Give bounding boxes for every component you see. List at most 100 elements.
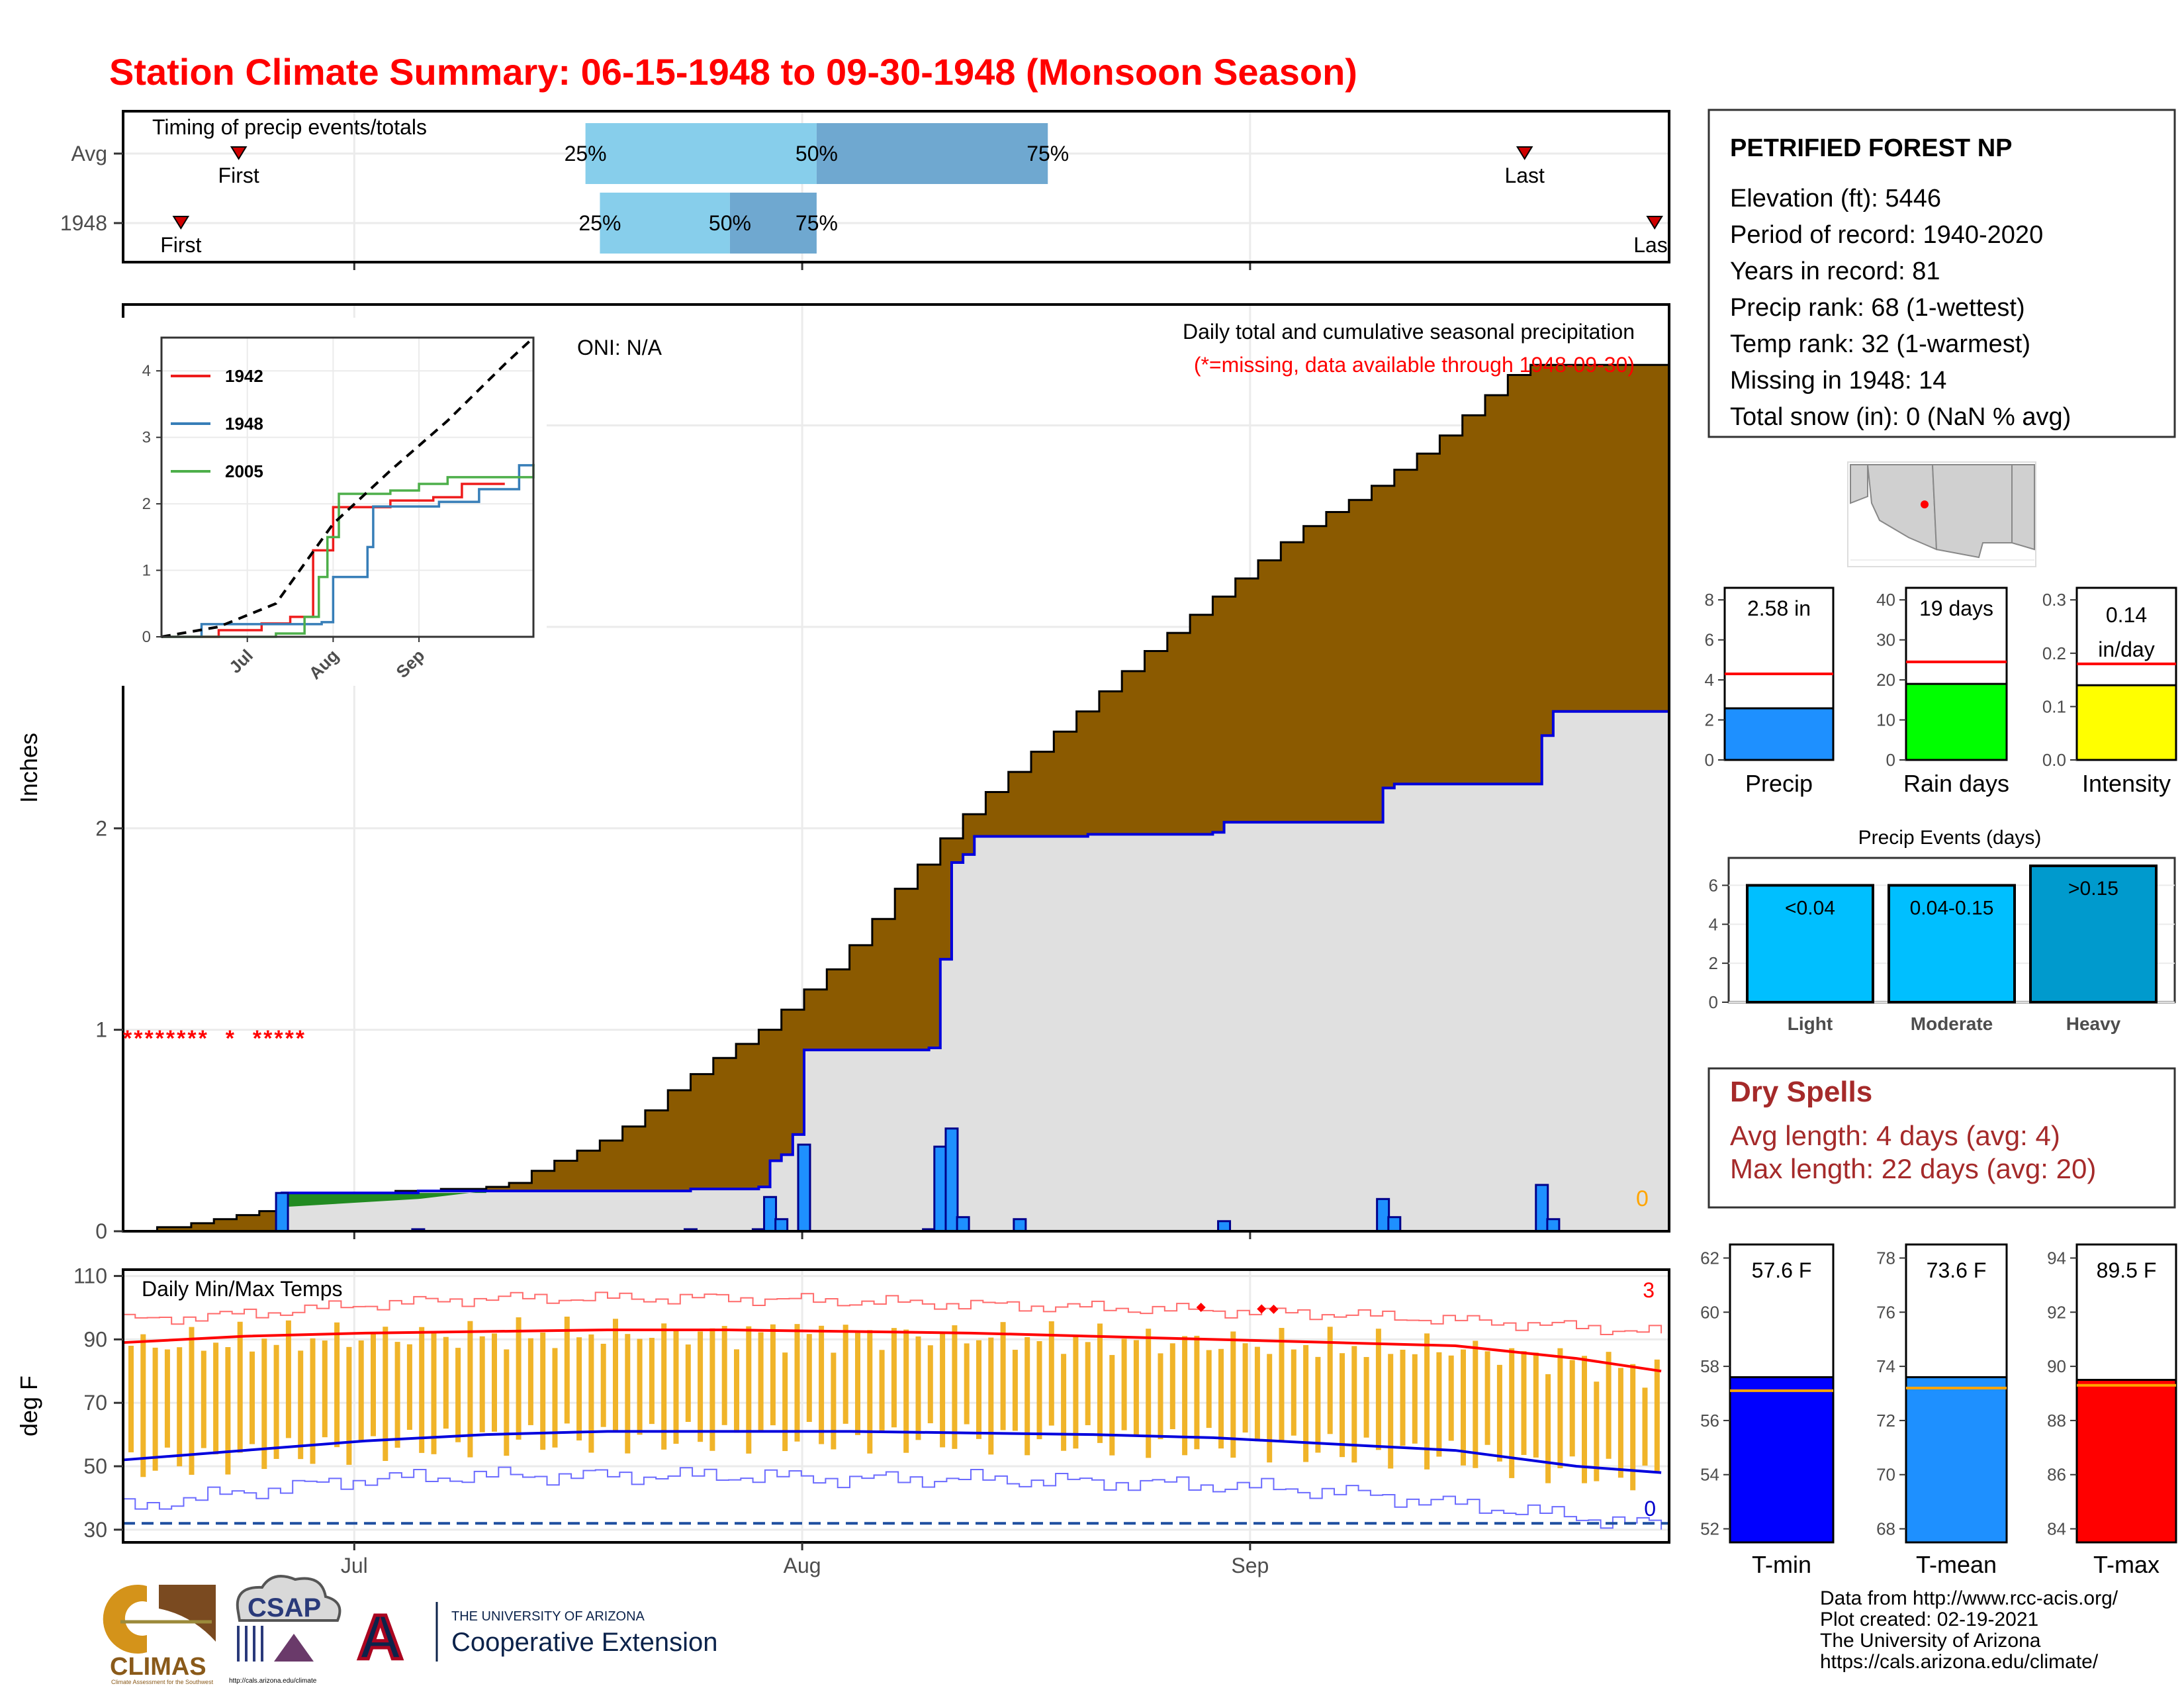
daily-temp-bar xyxy=(1582,1356,1587,1483)
daily-temp-bar xyxy=(1000,1322,1006,1430)
daily-precip-bar xyxy=(763,1196,778,1233)
season-bar-value: 19 days xyxy=(1919,596,1993,620)
daily-temp-bar xyxy=(855,1333,860,1435)
station-info-line: Precip rank: 68 (1-wettest) xyxy=(1730,294,2025,322)
daily-precip-bar xyxy=(275,1192,289,1233)
daily-temp-bar xyxy=(1133,1340,1139,1435)
missing-data-marks: ******** * ***** xyxy=(123,1026,306,1051)
season-bar-tick-label: 4 xyxy=(1705,670,1714,690)
timing-label-25: 25% xyxy=(578,211,621,235)
station-lines: Elevation (ft): 5446 Period of record: 19… xyxy=(1730,185,2071,431)
daily-temp-bar xyxy=(709,1328,715,1451)
daily-temp-bar xyxy=(734,1349,739,1433)
timing-bar-50-75 xyxy=(816,123,1048,184)
inset-frame xyxy=(160,336,535,638)
temp-bar-tick-label: 88 xyxy=(2047,1411,2066,1430)
season-temperature-bars: 52 54 56 58 60 62 57.6 F T-min 68 70 72 74 76 78 73.6 … xyxy=(1700,1243,2177,1578)
timing-last-marker xyxy=(1516,146,1533,160)
inset-y-tick-label: 2 xyxy=(142,495,151,513)
station-info-line: Elevation (ft): 5446 xyxy=(1730,185,1941,212)
daily-temp-bar xyxy=(177,1347,183,1467)
daily-temp-bar xyxy=(758,1332,764,1432)
timing-bar-50-75 xyxy=(729,193,817,254)
precip-y-tick-label: 1 xyxy=(95,1018,107,1042)
temp-bar-tick-label: 76 xyxy=(1876,1302,1895,1322)
season-bar-rain-days xyxy=(1905,682,2008,761)
inset-y-tick-label: 3 xyxy=(142,429,151,447)
daily-temp-bar xyxy=(661,1323,667,1450)
precip-event-category: Heavy xyxy=(2066,1013,2121,1034)
daily-temp-bar xyxy=(164,1349,170,1448)
daily-temp-bar xyxy=(1606,1352,1612,1459)
daily-temp-bar xyxy=(1363,1356,1369,1438)
ua-logo-line2: Cooperative Extension xyxy=(451,1628,717,1657)
daily-temp-bar xyxy=(273,1344,279,1459)
daily-temp-bar xyxy=(842,1325,848,1424)
precip-frame xyxy=(122,303,1670,1233)
daily-temp-bar xyxy=(685,1344,691,1423)
daily-temp-bar xyxy=(1496,1364,1502,1462)
precip-panel: 0 1 2 3 4 Inches Daily total and cumulative … xyxy=(15,303,1670,1243)
daily-temp-bar xyxy=(394,1342,400,1448)
temp-bar-tick-label: 86 xyxy=(2047,1465,2066,1485)
daily-temp-bar xyxy=(371,1334,376,1436)
inset-y-tick-label: 4 xyxy=(142,362,151,380)
season-bar-name: Intensity xyxy=(2082,770,2171,797)
temp-bar-t-min xyxy=(1729,1376,1835,1544)
timing-bar-25-50 xyxy=(585,123,817,184)
temp-bar-name: T-mean xyxy=(1916,1551,1997,1578)
daily-temp-bar xyxy=(1267,1354,1273,1463)
daily-temp-bar xyxy=(1279,1328,1285,1442)
daily-temp-bar xyxy=(431,1332,437,1454)
daily-precip-bar xyxy=(1387,1216,1402,1233)
season-bar-tick-label: 10 xyxy=(1876,710,1895,730)
daily-temp-bar xyxy=(1121,1338,1127,1430)
daily-temp-bar xyxy=(1182,1336,1188,1456)
daily-temp-bar xyxy=(140,1334,146,1477)
record-high-marker xyxy=(1257,1304,1267,1314)
csap-logo: CSAP http://cals.arizona.edu/climate xyxy=(229,1575,341,1685)
daily-temp-bar xyxy=(1545,1374,1551,1483)
climas-logo: CLIMAS Climate Assessment for the Southw… xyxy=(103,1585,216,1685)
temp-bar-t-max xyxy=(2075,1379,2177,1544)
daily-temp-bar xyxy=(225,1346,231,1475)
temp-x-tick-label: Sep xyxy=(1231,1554,1269,1577)
timing-row-label-avg: Avg xyxy=(71,142,107,165)
daily-temp-bar xyxy=(1048,1321,1054,1426)
station-info-line: Missing in 1948: 14 xyxy=(1730,367,1946,395)
temp-bar-tick-label: 92 xyxy=(2047,1302,2066,1322)
timing-first-marker xyxy=(172,216,190,230)
credit-plot-created: Plot created: 02-19-2021 xyxy=(1820,1609,2038,1630)
timing-frame xyxy=(122,110,1670,263)
precip-corner-value: 0 xyxy=(1636,1186,1649,1211)
temp-bar-tick-label: 56 xyxy=(1700,1411,1719,1430)
record-high-marker xyxy=(1196,1303,1206,1313)
temp-bar-tick-label: 52 xyxy=(1700,1519,1719,1539)
temp-bar-tick-label: 90 xyxy=(2047,1356,2066,1376)
daily-temp-bar xyxy=(1533,1352,1539,1458)
daily-temp-bar xyxy=(346,1346,352,1465)
season-bar-tick-label: 0.2 xyxy=(2042,643,2066,663)
temp-bar-tick-label: 78 xyxy=(1876,1248,1895,1268)
daily-temp-bar xyxy=(1569,1360,1575,1457)
daily-temp-bar xyxy=(1315,1356,1321,1453)
events-tick-label: 0 xyxy=(1709,992,1718,1012)
timing-first-label: First xyxy=(160,233,201,257)
daily-temp-bar xyxy=(1340,1353,1345,1458)
record-high-line xyxy=(123,1291,1662,1336)
record-low-line xyxy=(123,1466,1662,1530)
ua-logo-line1: THE UNIVERSITY OF ARIZONA xyxy=(451,1609,645,1624)
temp-bar-tick-label: 70 xyxy=(1876,1465,1895,1485)
dry-spells-avg: Avg length: 4 days (avg: 4) xyxy=(1730,1120,2060,1151)
season-bar-tick-label: 2 xyxy=(1705,710,1714,730)
timing-last-marker xyxy=(1646,216,1663,230)
daily-temp-bar xyxy=(1242,1343,1248,1433)
daily-precip-bar xyxy=(1376,1197,1390,1233)
inset-legend: 1942 1948 2005 xyxy=(171,366,263,481)
climas-logo-swoosh xyxy=(103,1585,147,1654)
dry-spells-frame xyxy=(1707,1067,2176,1209)
station-info-box: PETRIFIED FOREST NP Elevation (ft): 5446… xyxy=(1707,109,2176,438)
daily-temp-bar xyxy=(988,1337,994,1455)
credits: Data from http://www.rcc-acis.org/ Plot … xyxy=(1820,1587,2118,1673)
daily-temp-bar xyxy=(213,1342,219,1455)
